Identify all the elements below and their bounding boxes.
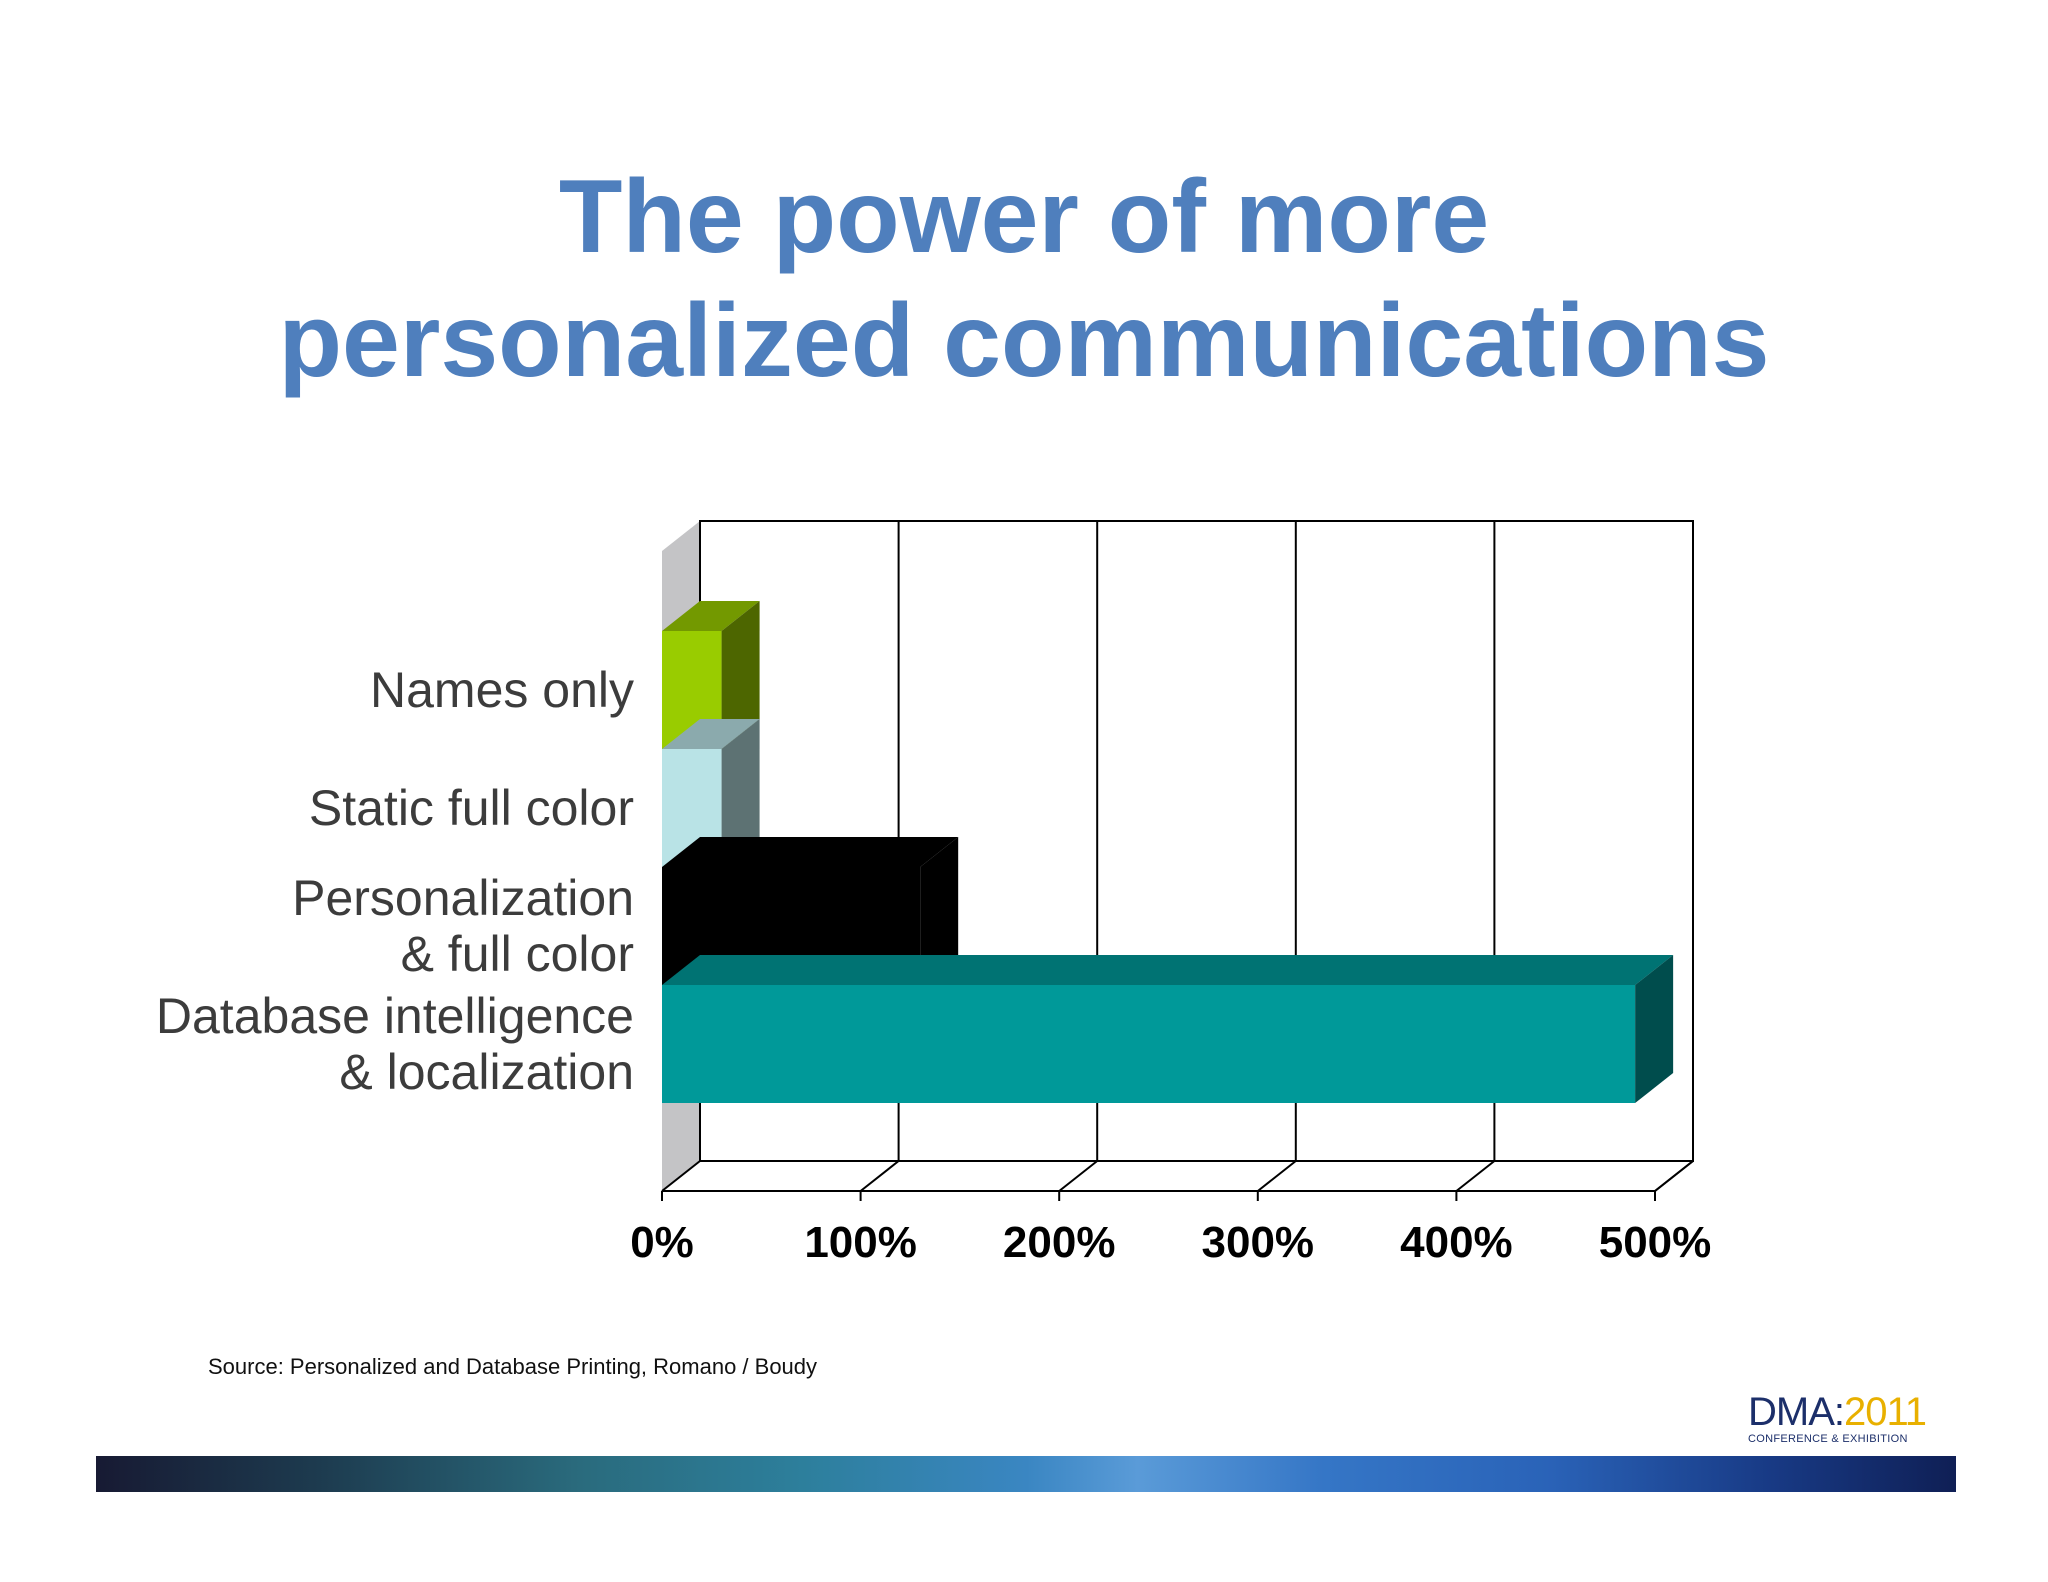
category-label: Database intelligence <box>156 988 634 1044</box>
bar <box>662 985 1636 1103</box>
page-title: The power of more personalized communica… <box>0 155 2048 403</box>
logo-wordmark: DMA:2011 <box>1748 1392 1938 1432</box>
floor-line <box>1058 1160 1098 1192</box>
category-label: Personalization <box>292 870 634 926</box>
x-tick-label: 300% <box>1202 1218 1315 1267</box>
logo-separator: : <box>1833 1390 1845 1434</box>
page-title-line-1: The power of more <box>558 159 1490 275</box>
x-tick-label: 500% <box>1599 1218 1712 1267</box>
floor-line <box>1257 1160 1297 1192</box>
bar-top-face <box>662 837 959 867</box>
bar-side-face <box>721 601 760 749</box>
dma-logo: DMA:2011 CONFERENCE & EXHIBITION <box>1748 1392 1938 1445</box>
x-tick-label: 200% <box>1003 1218 1116 1267</box>
category-label: & full color <box>401 926 634 982</box>
floor-line <box>661 1160 701 1192</box>
bar-side-face <box>920 837 959 985</box>
page-title-line-2: personalized communications <box>278 283 1770 399</box>
footer-banner <box>96 1456 1956 1492</box>
bar-chart: 0% 100% 200% 300% 400% 500% Names only Static f… <box>156 520 1712 1267</box>
bar-side-face <box>721 719 760 867</box>
x-tick-label: 100% <box>804 1218 917 1267</box>
floor-line <box>1654 1160 1694 1192</box>
floor-line <box>859 1160 900 1192</box>
bar-side-face <box>1635 955 1674 1103</box>
logo-subtitle: CONFERENCE & EXHIBITION <box>1748 1433 1908 1445</box>
bar-top-face <box>662 601 760 631</box>
category-label: Static full color <box>309 780 634 836</box>
x-tick-label: 400% <box>1400 1218 1513 1267</box>
category-label: Names only <box>370 662 634 718</box>
floor-line <box>1455 1160 1496 1192</box>
bar-top-face <box>662 719 760 749</box>
bar-top-face <box>662 955 1674 985</box>
category-label: & localization <box>339 1044 634 1100</box>
source-note: Source: Personalized and Database Printi… <box>208 1354 818 1379</box>
logo-year: 2011 <box>1844 1390 1927 1434</box>
x-tick-label: 0% <box>630 1218 694 1267</box>
logo-name: DMA <box>1748 1390 1835 1434</box>
